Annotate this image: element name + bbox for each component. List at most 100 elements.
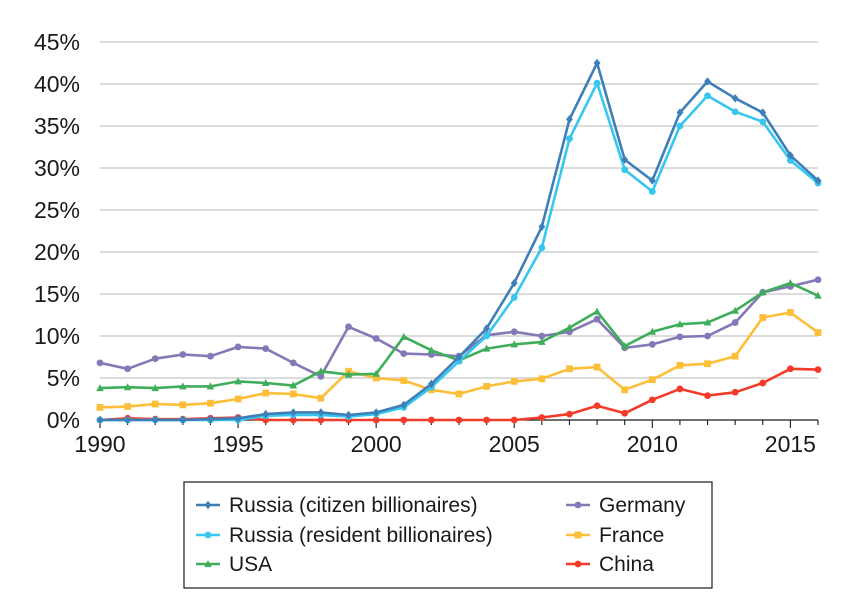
data-point <box>289 416 297 424</box>
data-point <box>289 390 297 398</box>
data-point <box>124 365 132 373</box>
data-point <box>455 352 463 362</box>
data-point <box>123 383 132 391</box>
y-tick-label: 0% <box>47 407 80 433</box>
y-tick-label: 15% <box>34 281 80 307</box>
x-tick-label: 2000 <box>351 431 402 457</box>
data-point <box>814 329 822 337</box>
legend-swatch-marker <box>574 531 582 539</box>
x-tick-label: 2015 <box>765 431 816 457</box>
data-point <box>648 176 656 185</box>
legend-label: USA <box>229 553 272 576</box>
data-point <box>372 416 380 424</box>
data-point <box>207 414 214 424</box>
data-point <box>620 342 629 350</box>
data-point <box>676 108 684 117</box>
data-point <box>510 328 518 336</box>
y-axis-ticks: 0% 5% 10% 15% 20% 25% 30% 35% 40% 45% <box>34 29 80 433</box>
data-point <box>759 314 767 321</box>
data-point <box>566 365 573 373</box>
data-point <box>566 135 573 143</box>
data-point <box>648 327 657 335</box>
legend-swatch-marker <box>204 500 212 510</box>
data-point <box>96 384 104 392</box>
data-point <box>151 384 160 392</box>
data-point <box>538 337 546 345</box>
data-point <box>510 377 518 385</box>
data-point <box>179 351 187 358</box>
data-point <box>704 332 711 340</box>
legend-swatch-marker <box>204 531 212 539</box>
data-point <box>538 332 546 340</box>
data-point <box>538 375 546 383</box>
data-point <box>676 333 684 341</box>
data-point <box>704 392 711 400</box>
x-axis: 1990 1995 2000 2005 2010 2015 <box>74 419 819 457</box>
data-point <box>372 374 380 382</box>
data-point <box>345 410 352 420</box>
y-tick-label: 20% <box>34 239 80 265</box>
data-point <box>262 345 270 352</box>
legend-item-usa: USA <box>196 553 272 576</box>
data-point <box>731 108 739 116</box>
data-point <box>621 386 629 394</box>
data-point <box>151 355 159 363</box>
legend-swatch-marker <box>204 560 212 567</box>
data-point <box>289 408 297 417</box>
data-point <box>483 332 491 340</box>
data-point <box>593 79 601 87</box>
data-point <box>593 315 601 323</box>
data-point <box>703 318 712 326</box>
x-tick-label: 2010 <box>627 431 678 457</box>
legend-swatch-marker <box>574 560 582 568</box>
data-point <box>814 291 822 299</box>
y-tick-label: 25% <box>34 197 80 223</box>
data-point <box>786 365 794 373</box>
data-point <box>483 324 491 333</box>
data-point <box>483 416 491 424</box>
gridlines <box>100 41 818 379</box>
data-point <box>704 92 711 100</box>
data-point <box>234 395 242 403</box>
data-point <box>648 341 656 348</box>
data-point <box>621 409 629 417</box>
data-point <box>207 399 214 407</box>
y-tick-label: 10% <box>34 323 80 349</box>
data-point <box>317 367 325 375</box>
series-usa <box>96 279 822 392</box>
data-point <box>151 415 159 425</box>
legend-label: Russia (resident billionaires) <box>229 524 493 547</box>
data-point <box>593 402 601 410</box>
legend-swatch-marker <box>574 501 582 509</box>
data-point <box>676 362 684 369</box>
legend-item-china: China <box>566 553 654 576</box>
data-point <box>593 58 601 68</box>
data-point <box>510 340 519 348</box>
series-layer <box>96 58 822 425</box>
data-point <box>427 416 435 424</box>
y-tick-label: 40% <box>34 71 80 97</box>
data-point <box>179 382 187 390</box>
data-point <box>538 414 546 421</box>
data-point <box>566 410 573 418</box>
data-point <box>676 385 684 393</box>
legend-label: Russia (citizen billionaires) <box>229 494 478 517</box>
data-point <box>400 377 408 384</box>
legend-item-france: France <box>566 524 664 547</box>
data-point <box>151 400 159 408</box>
data-point <box>593 363 601 371</box>
data-point <box>427 379 435 389</box>
data-point <box>731 352 739 360</box>
data-point <box>399 332 408 340</box>
data-point <box>289 359 297 367</box>
data-point <box>621 166 629 174</box>
data-point <box>455 390 463 398</box>
data-point <box>538 222 546 231</box>
series-russia-citizen-billionaires <box>96 58 822 425</box>
data-point <box>758 288 767 296</box>
data-point <box>317 408 325 417</box>
data-point <box>179 415 187 425</box>
legend-box <box>183 481 713 589</box>
data-point <box>96 404 104 411</box>
data-point <box>759 108 767 117</box>
